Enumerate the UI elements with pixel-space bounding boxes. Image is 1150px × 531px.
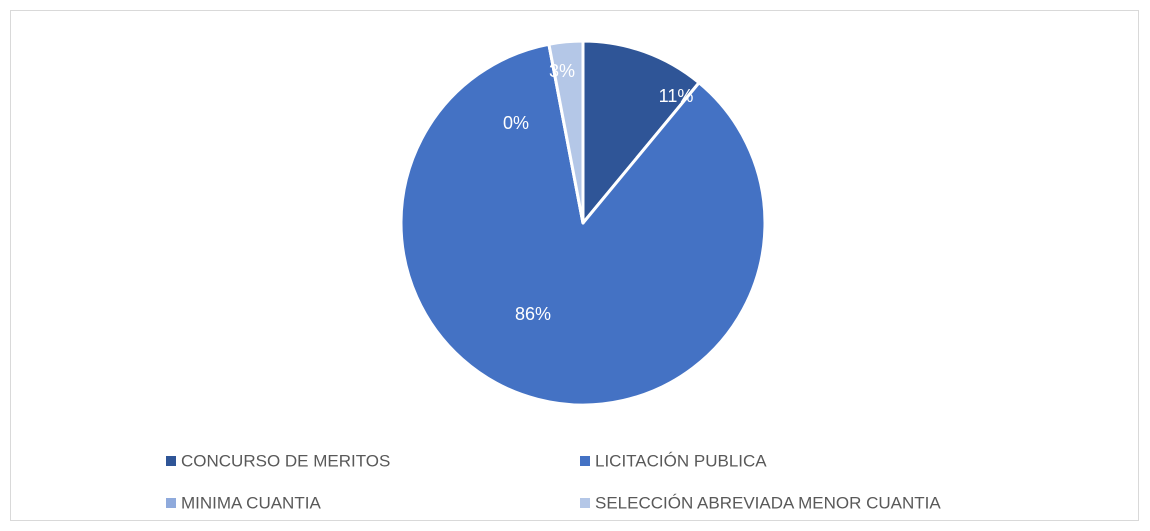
legend-label: LICITACIÓN PUBLICA (595, 451, 767, 470)
data-label: 86% (515, 304, 551, 324)
legend-swatch (166, 498, 176, 508)
legend-swatch (580, 456, 590, 466)
data-label: 3% (549, 61, 575, 81)
legend-swatch (580, 498, 590, 508)
legend-swatch (166, 456, 176, 466)
pie-slice (547, 39, 585, 225)
pie-slice (399, 42, 767, 407)
legend-label: MINIMA CUANTIA (181, 493, 321, 512)
legend-label: CONCURSO DE MERITOS (181, 451, 390, 470)
data-label: 11% (659, 86, 694, 106)
pie-slice (581, 39, 701, 225)
data-label: 0% (503, 113, 529, 133)
legend-label: SELECCIÓN ABREVIADA MENOR CUANTIA (595, 493, 941, 512)
